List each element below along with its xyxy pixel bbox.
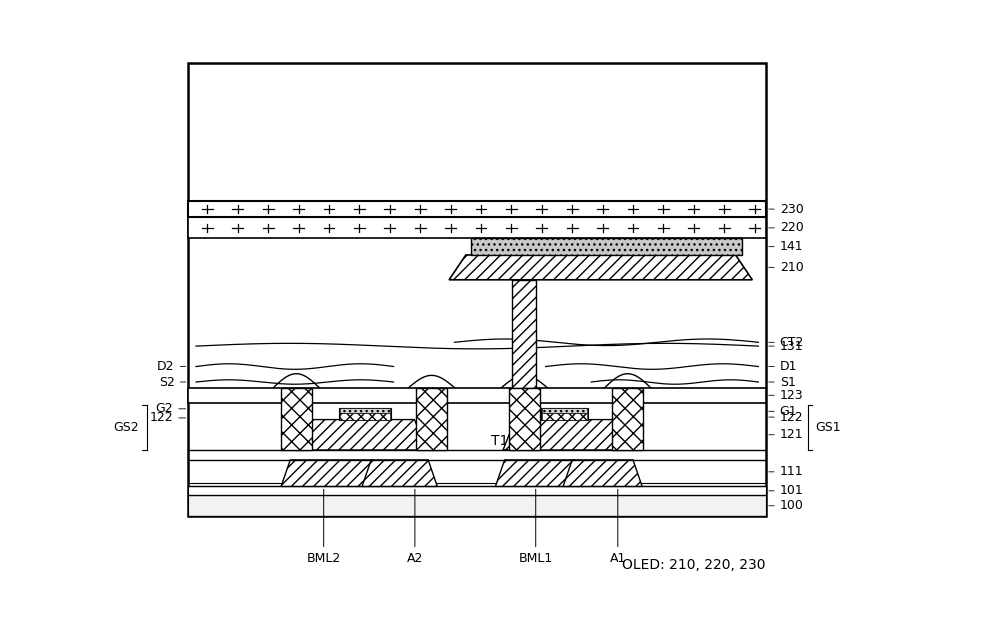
Bar	[188, 64, 766, 516]
Bar	[340, 408, 390, 413]
Text: 122: 122	[769, 411, 803, 424]
Text: T2: T2	[364, 433, 444, 448]
Text: 122: 122	[150, 411, 186, 424]
Text: 131: 131	[769, 340, 803, 352]
Bar	[188, 495, 766, 516]
Text: GS1: GS1	[815, 421, 841, 434]
Text: 230: 230	[769, 203, 803, 216]
Bar	[471, 238, 742, 255]
Text: CT2: CT2	[769, 336, 804, 349]
Bar	[188, 486, 766, 495]
Polygon shape	[503, 420, 626, 450]
Text: BML2: BML2	[307, 489, 341, 565]
Text: D1: D1	[769, 360, 797, 373]
Polygon shape	[362, 460, 437, 486]
Bar	[542, 408, 587, 413]
Text: T1: T1	[491, 433, 560, 448]
Text: 210: 210	[769, 261, 803, 274]
Text: 111: 111	[769, 465, 803, 478]
Bar	[340, 413, 390, 420]
Text: D2: D2	[157, 360, 186, 373]
Text: 123: 123	[769, 389, 803, 402]
Bar	[188, 387, 766, 403]
Text: 101: 101	[769, 485, 803, 497]
Bar	[416, 387, 447, 450]
Polygon shape	[281, 460, 381, 486]
Bar	[281, 387, 312, 450]
Text: G2: G2	[156, 403, 186, 415]
Text: 100: 100	[769, 499, 804, 512]
Text: G1: G1	[769, 404, 797, 418]
Text: 121: 121	[769, 428, 803, 441]
Bar	[509, 387, 540, 450]
Text: OLED: 210, 220, 230: OLED: 210, 220, 230	[622, 558, 766, 572]
Text: A2: A2	[407, 489, 423, 565]
Polygon shape	[292, 420, 427, 450]
Bar	[542, 413, 587, 420]
Bar	[188, 201, 766, 217]
Text: GS2: GS2	[113, 421, 139, 434]
Polygon shape	[563, 460, 642, 486]
Text: 141: 141	[769, 240, 803, 253]
Polygon shape	[495, 460, 584, 486]
Text: 220: 220	[769, 222, 803, 234]
Polygon shape	[449, 255, 752, 280]
Bar	[541, 408, 588, 420]
Text: S1: S1	[769, 375, 796, 389]
Bar	[188, 217, 766, 238]
Text: A1: A1	[610, 489, 626, 565]
Text: BML1: BML1	[519, 489, 553, 565]
Text: S2: S2	[159, 375, 186, 389]
Bar	[612, 387, 643, 450]
Bar	[339, 408, 391, 420]
Bar	[512, 280, 536, 387]
